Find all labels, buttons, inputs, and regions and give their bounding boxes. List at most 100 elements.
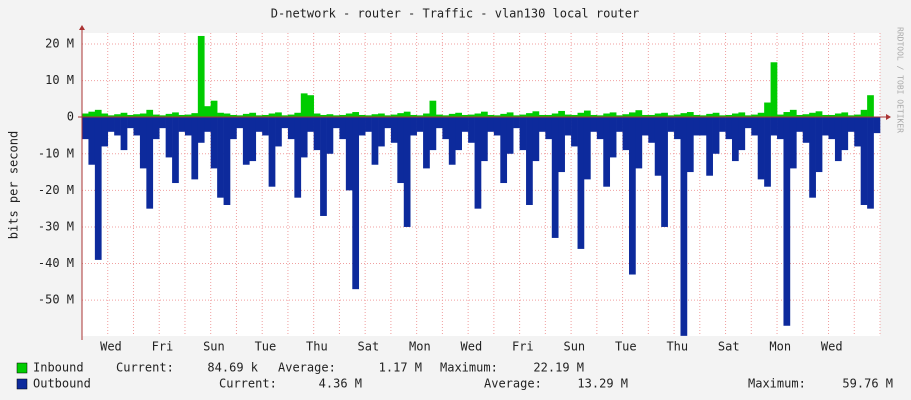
bar [616,115,623,118]
bar [731,113,739,118]
bar [731,117,739,162]
stat-label: Current: [219,377,277,391]
bar [661,117,668,227]
bar [596,115,604,118]
bar [789,117,797,169]
bar [674,117,681,140]
x-tick-label: Thu [666,340,688,354]
bar [287,117,295,140]
bar [281,115,289,118]
bar [493,117,501,136]
bar [783,112,791,118]
bar [481,117,488,162]
bar [725,117,733,140]
bar [442,115,450,118]
bar [210,100,218,118]
marks [82,35,881,336]
bar [146,109,154,118]
bar [706,117,713,176]
bar [390,114,398,118]
bar [332,117,340,129]
bar [275,112,282,118]
x-tick-label: Tue [255,340,277,354]
stat-label: Current: [116,361,174,375]
bar [577,112,585,118]
bar [120,112,128,118]
bar [809,112,816,118]
bar [236,115,244,118]
bar [152,114,160,118]
bar [230,117,237,140]
bar [114,117,121,136]
bar [397,117,405,184]
legend-swatch [16,362,28,374]
legend-label: Outbound [33,377,91,391]
bar [558,110,565,118]
bar [532,111,540,118]
bar [551,117,559,238]
bar [139,117,147,169]
y-tick-label: -20 M [38,183,74,197]
bar [384,117,392,129]
x-tick-label: Mon [409,340,431,354]
x-tick-label: Fri [512,340,534,354]
bar [583,110,591,118]
bar [513,115,520,118]
bar [326,114,334,118]
bar [764,117,771,187]
bar [699,115,707,118]
bar [107,117,115,132]
y-tick-label: -50 M [38,293,74,307]
legend-label: Inbound [33,361,84,375]
bar [712,117,720,154]
bar [654,113,662,118]
bar [429,117,437,151]
bar [538,117,546,132]
bar [416,117,424,132]
y-tick-label: -40 M [38,256,74,270]
bar [526,113,533,118]
bar [82,117,89,140]
bar [120,117,128,151]
bar [416,115,424,118]
bar [719,115,726,118]
bar [184,114,192,118]
bar [686,117,694,173]
bar [178,117,186,132]
bar [493,115,501,118]
x-tick-label: Wed [821,340,843,354]
bar [410,117,417,136]
bar [777,117,784,140]
bar [513,117,520,129]
bar [294,117,302,198]
bar [255,115,263,118]
bar [815,111,823,118]
bar [590,114,598,118]
bar [834,117,842,162]
bar [828,114,836,118]
bar [719,117,726,132]
x-tick-label: Fri [152,340,174,354]
bar [564,117,572,136]
bar [191,113,199,118]
bar [667,115,675,118]
bar [744,117,752,129]
bar [358,117,366,136]
bar [114,114,121,118]
bar [435,117,443,129]
bar [777,114,784,118]
bar [474,113,482,118]
bar [558,117,565,173]
bar [307,117,314,132]
y-axis-label: bits per second [7,131,21,239]
bar [223,117,231,205]
bar [384,115,392,118]
bar [860,117,868,205]
x-tick-label: Wed [461,340,483,354]
chart-title: D-network - router - Traffic - vlan130 l… [271,7,639,21]
stat-label: Maximum: [748,377,806,391]
bar [616,117,623,132]
bar [481,111,488,118]
legend-swatch [16,378,28,390]
